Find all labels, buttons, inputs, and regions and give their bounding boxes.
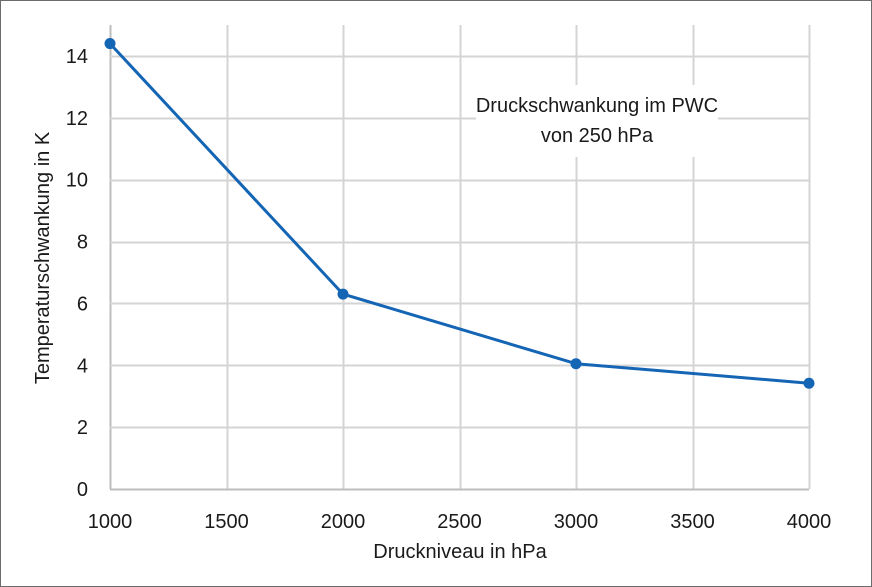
data-point-marker (570, 358, 582, 370)
y-tick-label: 14 (66, 46, 88, 68)
y-tick-label: 12 (66, 108, 88, 130)
x-tick-label: 3000 (554, 511, 599, 533)
x-axis-label: Druckniveau in hPa (373, 541, 547, 563)
y-tick-label: 0 (77, 479, 88, 501)
annotation-box: Druckschwankung im PWC von 250 hPa (476, 85, 718, 157)
x-tick-label: 3500 (670, 511, 715, 533)
annotation-line-1: Druckschwankung im PWC (476, 95, 718, 117)
y-tick-label: 6 (77, 293, 88, 315)
x-tick-label: 1000 (88, 511, 133, 533)
x-tick-label: 2000 (321, 511, 366, 533)
y-tick-label: 10 (66, 170, 88, 192)
x-tick-label: 4000 (787, 511, 832, 533)
x-tick-label: 2500 (437, 511, 482, 533)
y-tick-label: 8 (77, 232, 88, 254)
series-line (108, 42, 810, 385)
data-series (104, 38, 815, 389)
x-tick-label: 1500 (204, 511, 249, 533)
data-point-marker (803, 377, 815, 389)
annotation-line-2: von 250 hPa (541, 125, 654, 147)
x-axis-tick-labels: 1000 1500 2000 2500 3000 3500 4000 (88, 511, 832, 533)
y-axis-label: Temperaturschwankung in K (32, 131, 54, 384)
y-axis-tick-labels: 0 2 4 6 8 10 12 14 (66, 46, 88, 501)
y-tick-label: 2 (77, 417, 88, 439)
y-tick-label: 4 (77, 355, 88, 377)
data-point-marker (337, 288, 349, 300)
data-point-marker (104, 38, 116, 50)
